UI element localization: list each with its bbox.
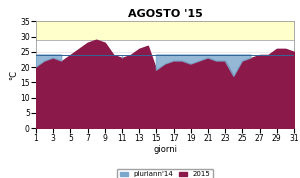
X-axis label: giorni: giorni: [153, 145, 177, 154]
Title: AGOSTO '15: AGOSTO '15: [128, 9, 202, 19]
Y-axis label: °C: °C: [10, 70, 19, 80]
Legend: pluriann'14, 2015: pluriann'14, 2015: [117, 169, 213, 178]
